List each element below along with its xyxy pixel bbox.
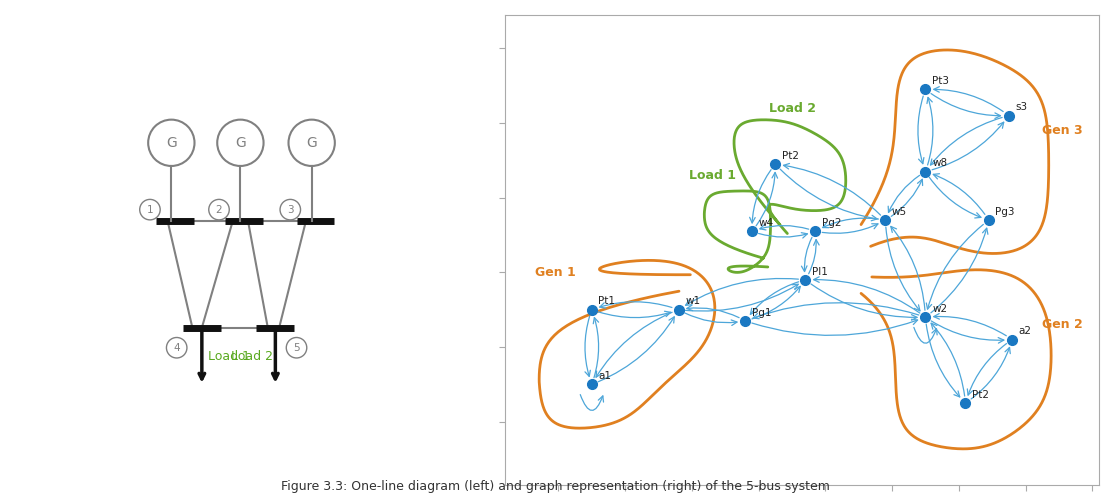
- Text: Pt2: Pt2: [781, 151, 799, 161]
- Text: Load 2: Load 2: [768, 102, 816, 115]
- Text: Gen 2: Gen 2: [1042, 318, 1083, 331]
- FancyArrowPatch shape: [581, 395, 604, 410]
- Text: a1: a1: [598, 371, 612, 381]
- Text: Pl1: Pl1: [813, 267, 828, 277]
- Text: G: G: [166, 136, 176, 150]
- Text: Pg3: Pg3: [996, 207, 1015, 217]
- Text: 1: 1: [147, 204, 153, 215]
- Text: Pt2: Pt2: [972, 390, 989, 400]
- Text: 2: 2: [215, 204, 222, 215]
- Text: Load 1: Load 1: [208, 350, 250, 363]
- Text: s3: s3: [1016, 102, 1028, 112]
- Text: Load 1: Load 1: [688, 169, 736, 182]
- Text: w2: w2: [932, 304, 947, 314]
- Text: a2: a2: [1019, 326, 1032, 336]
- Text: w4: w4: [758, 218, 774, 228]
- Text: Figure 3.3: One-line diagram (left) and graph representation (right) of the 5-bu: Figure 3.3: One-line diagram (left) and …: [281, 480, 829, 493]
- Text: w1: w1: [685, 297, 700, 306]
- Text: Pg1: Pg1: [751, 308, 771, 318]
- Text: w5: w5: [892, 207, 907, 217]
- Text: 5: 5: [293, 343, 300, 353]
- Text: Pt1: Pt1: [598, 297, 615, 306]
- Text: Pt3: Pt3: [932, 76, 949, 86]
- Text: Load 2: Load 2: [231, 350, 273, 363]
- Text: Pg2: Pg2: [823, 218, 841, 228]
- Text: G: G: [235, 136, 245, 150]
- Text: Gen 1: Gen 1: [535, 266, 576, 279]
- Text: 4: 4: [173, 343, 180, 353]
- FancyArrowPatch shape: [914, 327, 937, 343]
- Text: w8: w8: [932, 158, 947, 168]
- Text: Gen 3: Gen 3: [1042, 124, 1083, 137]
- Text: G: G: [306, 136, 317, 150]
- Text: 3: 3: [287, 204, 294, 215]
